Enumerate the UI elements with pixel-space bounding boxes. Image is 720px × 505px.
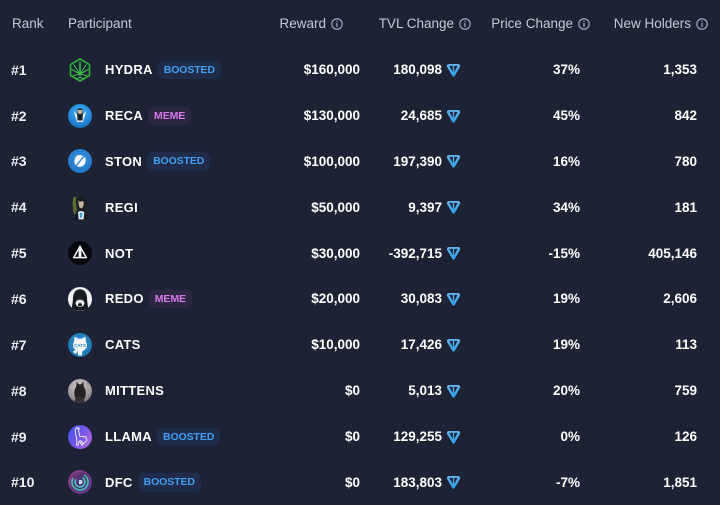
svg-text:CATS: CATS xyxy=(74,343,86,348)
